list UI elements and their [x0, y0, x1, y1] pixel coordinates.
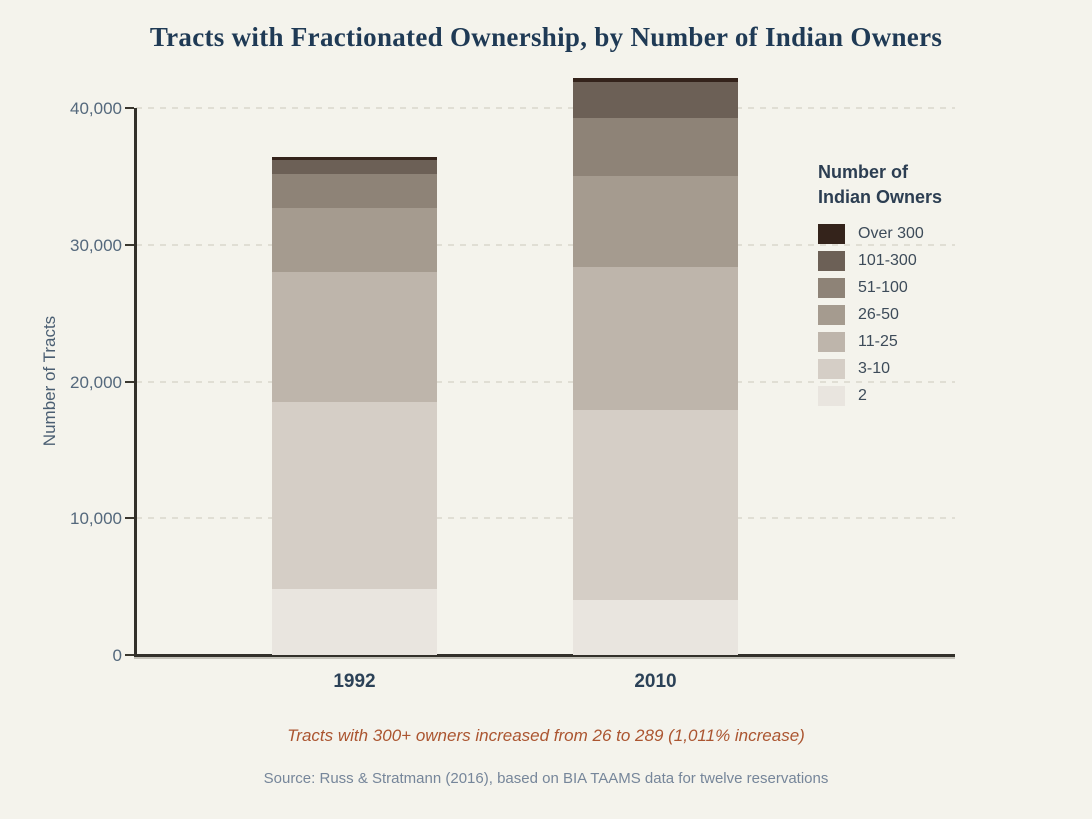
chart-title: Tracts with Fractionated Ownership, by N…	[149, 22, 943, 52]
bar-segment-1992-11-25	[272, 272, 437, 403]
annotation: Tracts with 300+ owners increased from 2…	[287, 726, 805, 745]
legend-swatch	[818, 278, 845, 298]
bar-segment-2010-26-50	[573, 176, 738, 267]
y-tick-10000	[125, 517, 134, 520]
y-tick-label-20000: 20,000	[70, 372, 122, 392]
x-axis-line	[134, 654, 955, 657]
legend-title: Number of Indian Owners	[818, 160, 1058, 210]
legend-label: 26-50	[858, 306, 899, 323]
legend-item-51-100: 51-100	[818, 278, 1058, 298]
bar-segment-2010-11-25	[573, 266, 738, 411]
x-axis-label-1992: 1992	[333, 671, 376, 692]
bar-2010	[573, 78, 738, 655]
legend-swatch	[818, 224, 845, 244]
bar-segment-2010-3-10	[573, 410, 738, 601]
gridline-40000	[136, 107, 955, 109]
legend-item-3-10: 3-10	[818, 359, 1058, 379]
bar-segment-2010-over-300	[573, 78, 738, 83]
y-tick-20000	[125, 380, 134, 383]
gridline-30000	[136, 243, 955, 246]
legend: Number of Indian Owners Over 300 101-300 5…	[818, 160, 1058, 406]
bar-segment-1992-3-10	[272, 402, 437, 590]
y-tick-label-30000: 30,000	[70, 235, 122, 255]
legend-item-over-300: Over 300	[818, 224, 1058, 244]
source-note: Source: Russ & Stratmann (2016), based o…	[263, 770, 829, 787]
legend-label: 3-10	[858, 360, 891, 377]
y-tick-label-40000: 40,000	[70, 99, 122, 118]
bar-1992	[272, 156, 437, 655]
y-axis-line	[134, 108, 137, 656]
y-tick-label-10000: 10,000	[70, 509, 122, 529]
legend-swatch	[818, 359, 845, 379]
bar-segment-1992-2	[272, 589, 437, 655]
gridline-10000	[136, 517, 955, 520]
legend-items: Over 300 101-300 51-100 26-50 11-25 3-10 2	[818, 224, 1058, 406]
legend-label: 2	[858, 387, 867, 404]
bar-segment-1992-26-50	[272, 207, 437, 273]
bar-segment-1992-51-100	[272, 173, 437, 208]
legend-label: 51-100	[858, 279, 908, 296]
bar-segment-1992-over-300	[272, 156, 437, 160]
legend-swatch	[818, 251, 845, 271]
legend-swatch	[818, 305, 845, 325]
bar-segment-2010-101-300	[573, 82, 738, 118]
y-tick-label-0: 0	[112, 646, 122, 665]
legend-item-11-25: 11-25	[818, 332, 1058, 352]
bar-segment-2010-51-100	[573, 117, 738, 177]
legend-label: 101-300	[858, 252, 917, 269]
legend-label: Over 300	[858, 225, 924, 242]
y-tick-30000	[125, 243, 134, 246]
legend-title-line2: Indian Owners	[818, 187, 943, 207]
legend-item-2: 2	[818, 386, 1058, 406]
y-tick-40000	[125, 107, 134, 109]
bar-segment-1992-101-300	[272, 159, 437, 174]
x-axis-label-2010: 2010	[634, 671, 677, 692]
gridline-20000	[136, 380, 955, 383]
y-tick-0	[125, 654, 134, 656]
bar-segment-2010-2	[573, 600, 738, 655]
legend-item-101-300: 101-300	[818, 251, 1058, 271]
legend-swatch	[818, 386, 845, 406]
legend-title-line1: Number of	[818, 162, 908, 182]
legend-swatch	[818, 332, 845, 352]
legend-label: 11-25	[858, 333, 898, 350]
legend-item-26-50: 26-50	[818, 305, 1058, 325]
